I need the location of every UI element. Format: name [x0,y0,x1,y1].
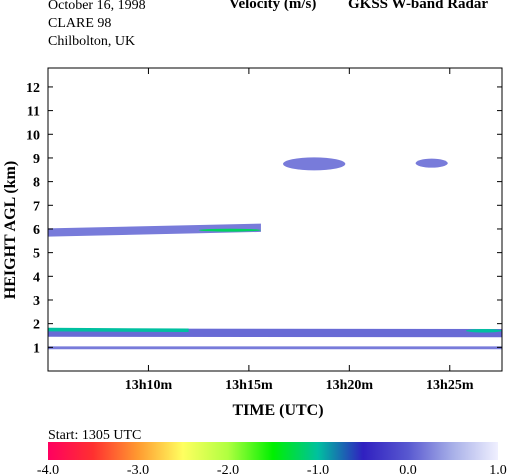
y-tick-label: 9 [33,152,40,167]
colorbar-tick-label: -2.0 [217,463,239,476]
y-tick-label: 1 [33,341,40,356]
header-location: Chilbolton, UK [48,34,136,49]
x-axis-label: TIME (UTC) [232,402,323,419]
echo-layer [48,223,261,237]
echo-layer [465,328,502,333]
colorbar-start-label: Start: 1305 UTC [48,428,141,443]
colorbar-tick-label: -1.0 [307,463,329,476]
colorbar-tick-label: -4.0 [37,463,59,476]
x-tick-label: 13h20m [326,378,374,393]
echo-layer [48,327,189,333]
y-axis-label: HEIGHT AGL (km) [2,161,19,299]
echo-layer [415,158,448,168]
plot-frame [47,67,503,372]
y-tick-label: 3 [33,294,40,309]
header-campaign: CLARE 98 [48,16,112,31]
echo-layer [283,157,346,171]
x-axis: 13h10m 13h15m 13h20m 13h25m [125,68,474,393]
y-tick-label: 2 [33,318,40,333]
colorbar-tick-label: 0.0 [399,463,417,476]
echo-layer [198,228,261,232]
header-instrument: GKSS W-band Radar [348,0,489,12]
y-tick-label: 12 [26,81,40,96]
colorbar-tick-label: 1.0 [489,463,507,476]
colorbar-ticks: -4.0 -3.0 -2.0 -1.0 0.0 1.0 [37,463,507,476]
y-tick-label: 6 [33,223,40,238]
colorbar-tick-label: -3.0 [127,463,149,476]
x-tick-label: 13h15m [225,378,273,393]
y-tick-label: 10 [26,128,40,143]
header-date: October 16, 1998 [48,0,146,13]
y-tick-label: 7 [33,199,40,214]
echo-layers [48,157,502,350]
header-quantity: Velocity (m/s) [229,0,317,12]
y-tick-label: 8 [33,176,40,191]
y-tick-label: 5 [33,247,40,262]
y-tick-label: 4 [33,270,40,285]
x-tick-label: 13h25m [426,378,474,393]
y-tick-label: 11 [27,105,40,120]
echo-layer [48,346,502,350]
colorbar [48,442,498,460]
x-tick-label: 13h10m [125,378,173,393]
